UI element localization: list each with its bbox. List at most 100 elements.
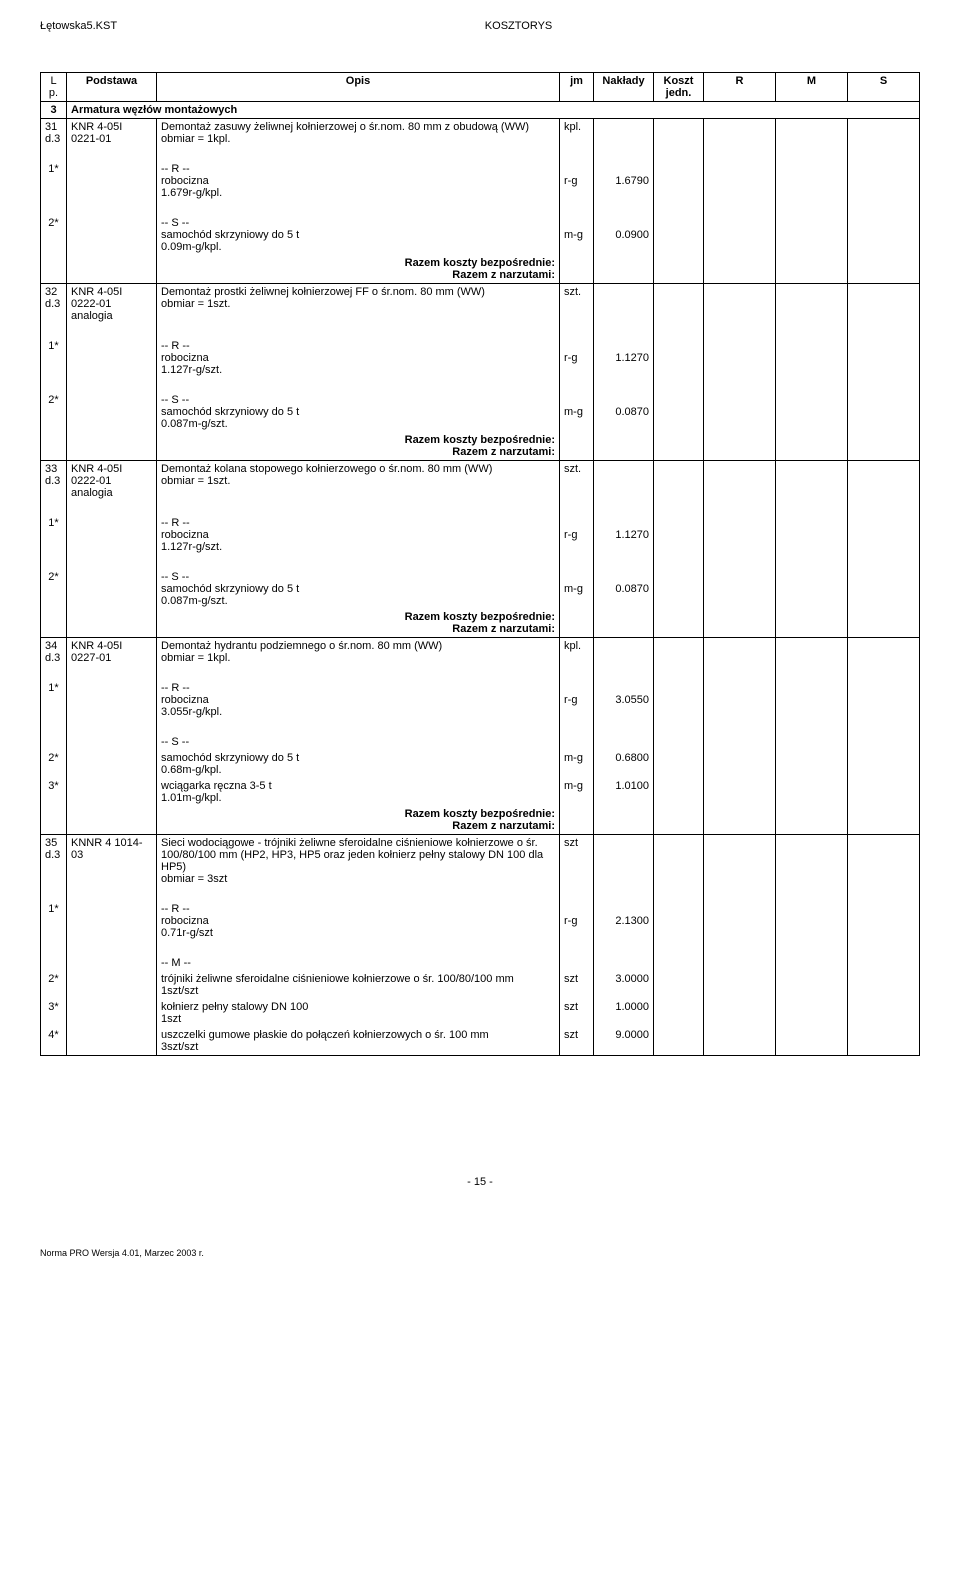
nak-val: 3.0550 [615, 694, 649, 706]
cell-empty [594, 119, 654, 148]
cell-podstawa: KNR 4-05I 0222-01 analogia [67, 284, 157, 325]
spacer-row [41, 720, 920, 734]
table-row: 1* -- R -- robocizna 1.127r-g/szt. r-g 1… [41, 338, 920, 378]
nak-val: 1.1270 [615, 529, 649, 541]
m-desc: uszczelki gumowe płaskie do połączeń koł… [161, 1029, 489, 1041]
m-desc: trójniki żeliwne sferoidalne ciśnieniowe… [161, 973, 514, 985]
section-row: 3 Armatura węzłów montażowych [41, 102, 920, 119]
sum-text: Razem koszty bezpośrednie: [405, 808, 555, 820]
kosztorys-table: L p. Podstawa Opis jm Nakłady Koszt jedn… [40, 72, 920, 1056]
spacer-row [41, 201, 920, 215]
mark: 1* [41, 901, 67, 941]
jm-val: m-g [564, 780, 583, 792]
s-rate: 0.68m-g/kpl. [161, 764, 222, 776]
cell-podstawa: KNNR 4 1014-03 [67, 835, 157, 888]
opis-text: Demontaż kolana stopowego kołnierzowego … [161, 463, 492, 475]
opis-text: Demontaż hydrantu podziemnego o śr.nom. … [161, 640, 442, 652]
spacer-row [41, 887, 920, 901]
cell-jm: m-g [560, 215, 594, 255]
mark: 2* [41, 215, 67, 255]
nak-val: 1.0100 [615, 780, 649, 792]
cell-podstawa: KNR 4-05I 0227-01 [67, 638, 157, 667]
jm-val: r-g [564, 175, 577, 187]
sum-text: Razem z narzutami: [452, 269, 555, 281]
table-row: 1* -- R -- robocizna 3.055r-g/kpl. r-g 3… [41, 680, 920, 720]
r-rate: 0.71r-g/szt [161, 927, 213, 939]
r-desc: robocizna [161, 915, 209, 927]
nak-val: 2.1300 [615, 915, 649, 927]
spacer-row [41, 666, 920, 680]
mark: 4* [41, 1027, 67, 1056]
cell-opis: -- S -- samochód skrzyniowy do 5 t 0.09m… [157, 215, 560, 255]
r-rate: 1.127r-g/szt. [161, 541, 222, 553]
table-header-row: L p. Podstawa Opis jm Nakłady Koszt jedn… [41, 73, 920, 102]
cell-lp: 31 d.3 [41, 119, 67, 148]
r-rate: 3.055r-g/kpl. [161, 706, 222, 718]
page-header: Łętowska5.KST KOSZTORYS [40, 20, 920, 32]
r-desc: robocizna [161, 352, 209, 364]
jm-val: m-g [564, 752, 583, 764]
header-center: KOSZTORYS [485, 20, 552, 32]
mark: 1* [41, 338, 67, 378]
cell-jm: szt [560, 835, 594, 888]
cell-lp: 35 d.3 [41, 835, 67, 888]
mark: 2* [41, 750, 67, 778]
cell-opis: -- R -- robocizna 1.679r-g/kpl. [157, 161, 560, 201]
nak-val: 1.0000 [615, 1001, 649, 1013]
section-title: Armatura węzłów montażowych [67, 102, 920, 119]
cell-jm: r-g [560, 161, 594, 201]
s-desc: samochód skrzyniowy do 5 t [161, 406, 299, 418]
m-rate: 1szt [161, 1013, 181, 1025]
table-row: 4* uszczelki gumowe płaskie do połączeń … [41, 1027, 920, 1056]
jm-val: m-g [564, 229, 583, 241]
cell-podstawa: KNR 4-05I 0222-01 analogia [67, 461, 157, 502]
table-row: 2* trójniki żeliwne sferoidalne ciśnieni… [41, 971, 920, 999]
jm-val: m-g [564, 583, 583, 595]
jm-val: r-g [564, 915, 577, 927]
nak-val: 1.1270 [615, 352, 649, 364]
col-podstawa: Podstawa [67, 73, 157, 102]
cell-podstawa: KNR 4-05I 0221-01 [67, 119, 157, 148]
cell-lp: 34 d.3 [41, 638, 67, 667]
table-row: 1* -- R -- robocizna 0.71r-g/szt r-g 2.1… [41, 901, 920, 941]
r-rate: 1.127r-g/szt. [161, 364, 222, 376]
cell-opis: Demontaż kolana stopowego kołnierzowego … [157, 461, 560, 502]
r-desc: robocizna [161, 529, 209, 541]
mark: 1* [41, 161, 67, 201]
nak-val: 0.0870 [615, 583, 649, 595]
r-label: -- R -- [161, 903, 190, 915]
obmiar-text: obmiar = 3szt [161, 873, 227, 885]
cell-naklady: 1.6790 [594, 161, 654, 201]
spacer-row [41, 555, 920, 569]
s-label: -- S -- [161, 571, 189, 583]
section-num: 3 [41, 102, 67, 119]
col-m: M [776, 73, 848, 102]
table-row: 2* samochód skrzyniowy do 5 t 0.68m-g/kp… [41, 750, 920, 778]
r-label: -- R -- [161, 340, 190, 352]
spacer-row [41, 378, 920, 392]
sum-bezp: Razem koszty bezpośrednie: Razem z narzu… [157, 255, 560, 284]
sum-text: Razem koszty bezpośrednie: [405, 434, 555, 446]
m-rate: 3szt/szt [161, 1041, 198, 1053]
r-rate: 1.679r-g/kpl. [161, 187, 222, 199]
cell-naklady: 0.0900 [594, 215, 654, 255]
opis-text: Demontaż zasuwy żeliwnej kołnierzowej o … [161, 121, 529, 133]
m-label: -- M -- [161, 957, 191, 969]
mark: 2* [41, 569, 67, 609]
obmiar-text: obmiar = 1szt. [161, 475, 230, 487]
col-jm: jm [560, 73, 594, 102]
s-desc: samochód skrzyniowy do 5 t [161, 752, 299, 764]
jm-val: szt [564, 1001, 578, 1013]
table-row: 34 d.3 KNR 4-05I 0227-01 Demontaż hydran… [41, 638, 920, 667]
mark: 1* [41, 680, 67, 720]
mark: 3* [41, 999, 67, 1027]
obmiar-text: obmiar = 1szt. [161, 298, 230, 310]
sum-text: Razem koszty bezpośrednie: [405, 611, 555, 623]
nak-val: 3.0000 [615, 973, 649, 985]
spacer-row [41, 941, 920, 955]
nak-val: 9.0000 [615, 1029, 649, 1041]
obmiar-text: obmiar = 1kpl. [161, 652, 230, 664]
m-rate: 1szt/szt [161, 985, 198, 997]
spacer-row [41, 147, 920, 161]
software-footer: Norma PRO Wersja 4.01, Marzec 2003 r. [40, 1248, 920, 1258]
